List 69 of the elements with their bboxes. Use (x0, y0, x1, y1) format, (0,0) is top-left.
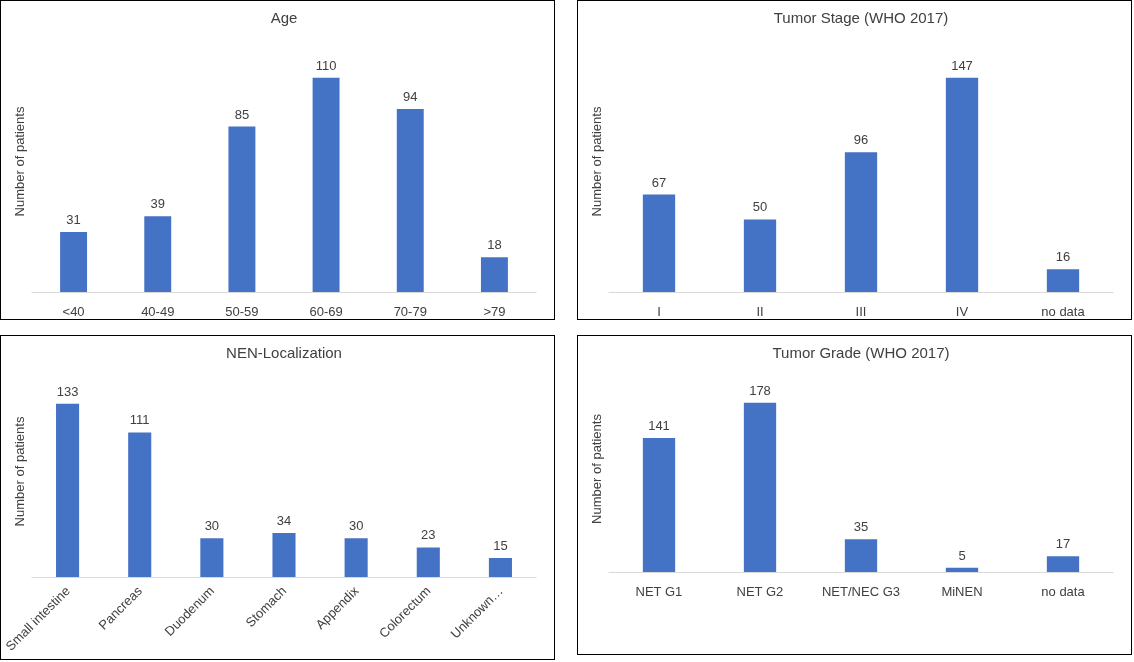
x-tick-label: 60-69 (309, 303, 343, 319)
bar (488, 557, 512, 578)
data-label: 111 (129, 412, 150, 428)
data-label: 50 (752, 199, 768, 215)
data-label: 5 (958, 547, 966, 563)
data-label: 16 (1055, 249, 1071, 265)
data-label: 30 (348, 518, 364, 534)
bar (642, 194, 676, 293)
x-tick-label: I (657, 303, 661, 319)
x-tick-label: <40 (62, 303, 85, 319)
x-tick-label: >79 (483, 303, 506, 319)
bar (642, 438, 676, 573)
data-label: 30 (204, 518, 220, 534)
bar (128, 432, 152, 578)
bar (312, 77, 340, 293)
data-label: 67 (651, 174, 667, 190)
bar (1046, 269, 1080, 293)
x-tick-label: NET G1 (635, 583, 683, 599)
y-axis-title: Number of patients (588, 106, 604, 217)
x-tick-label: no data (1041, 583, 1086, 599)
bar (1046, 556, 1080, 573)
bar (396, 108, 424, 293)
bar (416, 547, 440, 578)
data-label: 39 (150, 196, 165, 212)
y-axis-title: Number of patients (11, 106, 27, 217)
data-label: 141 (648, 418, 670, 434)
data-label: 96 (853, 132, 869, 148)
x-tick-label: no data (1041, 303, 1086, 319)
data-label: 34 (276, 513, 292, 529)
data-label: 15 (493, 537, 508, 553)
data-label: 18 (487, 237, 502, 253)
data-label: 35 (853, 519, 869, 535)
bar (743, 402, 777, 573)
data-label: 147 (951, 57, 973, 73)
x-tick-label: 70-79 (393, 303, 427, 319)
x-tick-label: NET/NEC G3 (821, 583, 901, 599)
bar (60, 231, 88, 293)
data-label: 110 (315, 57, 337, 73)
bar (844, 539, 878, 573)
data-label: 178 (749, 382, 771, 398)
chart-title: Tumor Stage (WHO 2017) (773, 8, 949, 26)
bar (344, 538, 368, 578)
bar (945, 77, 979, 293)
bar (56, 403, 80, 578)
data-label: 133 (56, 383, 79, 399)
x-tick-label: 50-59 (225, 303, 259, 319)
bar (272, 533, 296, 578)
data-label: 23 (421, 527, 436, 543)
x-tick-label: IV (955, 303, 969, 319)
y-axis-title: Number of patients (588, 413, 604, 524)
bar (743, 219, 777, 293)
data-label: 17 (1055, 536, 1071, 552)
x-tick-label: MiNEN (941, 583, 983, 599)
chart-title: Age (270, 8, 298, 26)
bar (228, 126, 256, 293)
chart-title: NEN-Localization (226, 343, 342, 361)
bar (200, 538, 224, 578)
bar (844, 152, 878, 293)
bar (144, 216, 172, 293)
x-tick-label: III (855, 303, 867, 319)
data-label: 85 (234, 106, 250, 122)
data-label: 31 (66, 211, 81, 227)
x-tick-label: 40-49 (141, 303, 175, 319)
x-tick-label: NET G2 (736, 583, 784, 599)
y-axis-title: Number of patients (11, 416, 27, 527)
bar (480, 257, 508, 293)
chart-title: Tumor Grade (WHO 2017) (772, 343, 950, 361)
x-tick-label: II (756, 303, 764, 319)
data-label: 94 (403, 88, 418, 104)
